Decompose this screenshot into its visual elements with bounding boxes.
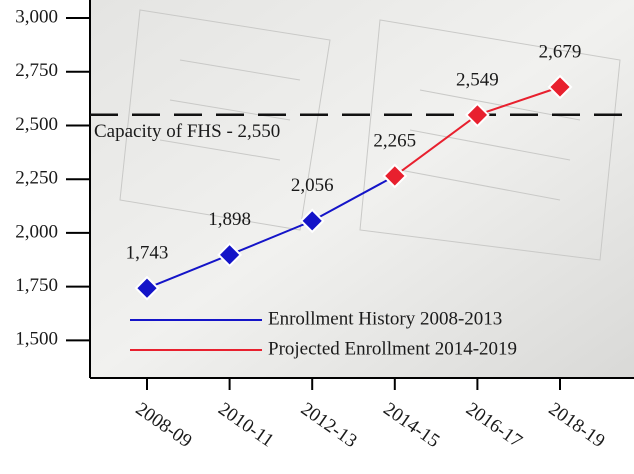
legend-label: Projected Enrollment 2014-2019 [268, 338, 517, 359]
capacity-label: Capacity of FHS - 2,550 [94, 121, 280, 142]
chart: 1,500 1,750 2,000 2,250 2,500 2,750 3,000 Capac… [0, 0, 634, 474]
x-tick-label: 2014-15 [379, 398, 443, 452]
x-tick-label: 2018-19 [545, 398, 609, 452]
data-label: 1,898 [208, 209, 251, 230]
legend-label: Enrollment History 2008-2013 [268, 308, 502, 329]
data-label: 2,549 [456, 69, 499, 90]
x-tick-label: 2016-17 [462, 398, 526, 452]
y-tick-label: 1,750 [15, 275, 58, 296]
x-tick-label: 2008-09 [132, 398, 196, 452]
y-tick-label: 2,000 [15, 221, 58, 242]
y-tick-label: 2,750 [15, 60, 58, 81]
data-label: 1,743 [126, 243, 169, 264]
data-label: 2,056 [291, 175, 334, 196]
y-tick-label: 2,250 [15, 168, 58, 189]
data-label: 2,265 [373, 130, 416, 151]
x-tick-label: 2012-13 [297, 398, 361, 452]
data-label: 2,679 [539, 41, 582, 62]
page: 1,500 1,750 2,000 2,250 2,500 2,750 3,000 Capac… [0, 0, 634, 474]
x-tick-label: 2010-11 [214, 398, 277, 451]
y-tick-label: 2,500 [15, 114, 58, 135]
y-tick-label: 1,500 [15, 329, 58, 350]
y-tick-label: 3,000 [15, 6, 58, 27]
